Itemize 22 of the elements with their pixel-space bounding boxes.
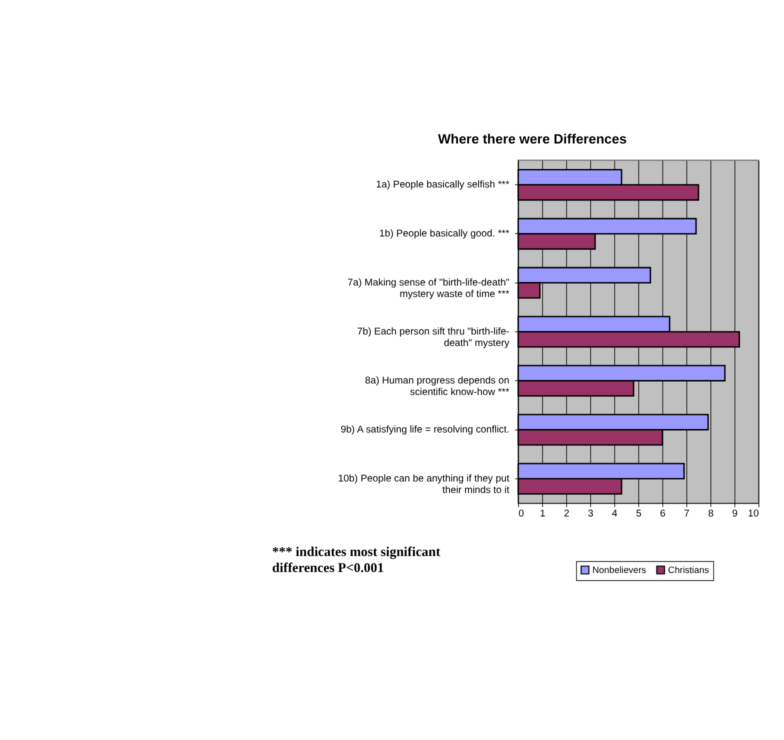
x-tick-label: 2 [564, 508, 570, 520]
y-tick-label: 7b) Each person sift thru "birth-life- death" mystery [357, 326, 510, 349]
y-tick-label: 10b) People can be anything if they put their minds to it [338, 474, 510, 496]
x-tick-label: 6 [660, 508, 666, 520]
chart-title: Where there were Differences [438, 131, 627, 146]
x-tick-label: 8 [708, 508, 714, 520]
x-tick-label: 0 [518, 508, 525, 520]
y-tick-label: 7a) Making sense of "birth-life-death" mystery waste of time *** [348, 278, 510, 300]
y-tick-label: 1a) People basically selfish *** [376, 180, 510, 191]
legend-label: Christians [668, 564, 710, 575]
x-tick-label: 1 [540, 508, 546, 520]
legend-label: Nonbelievers [592, 564, 646, 575]
x-tick-label: 3 [588, 508, 594, 520]
text: *** indicates most significant differences P<0.001 [272, 544, 441, 575]
y-tick-label: 9b) A satisfying life = resolving conflict. [340, 424, 510, 436]
x-tick-label: 10 [748, 508, 760, 520]
x-tick-label: 5 [636, 508, 642, 520]
x-tick-label: 4 [612, 508, 618, 520]
x-tick-label: 7 [684, 508, 690, 520]
y-tick-label: 1b) People basically good. *** [379, 228, 510, 240]
y-tick-label: 8a) Human progress depends on scientific know-how *** [364, 376, 510, 398]
x-tick-label: 9 [732, 508, 738, 520]
